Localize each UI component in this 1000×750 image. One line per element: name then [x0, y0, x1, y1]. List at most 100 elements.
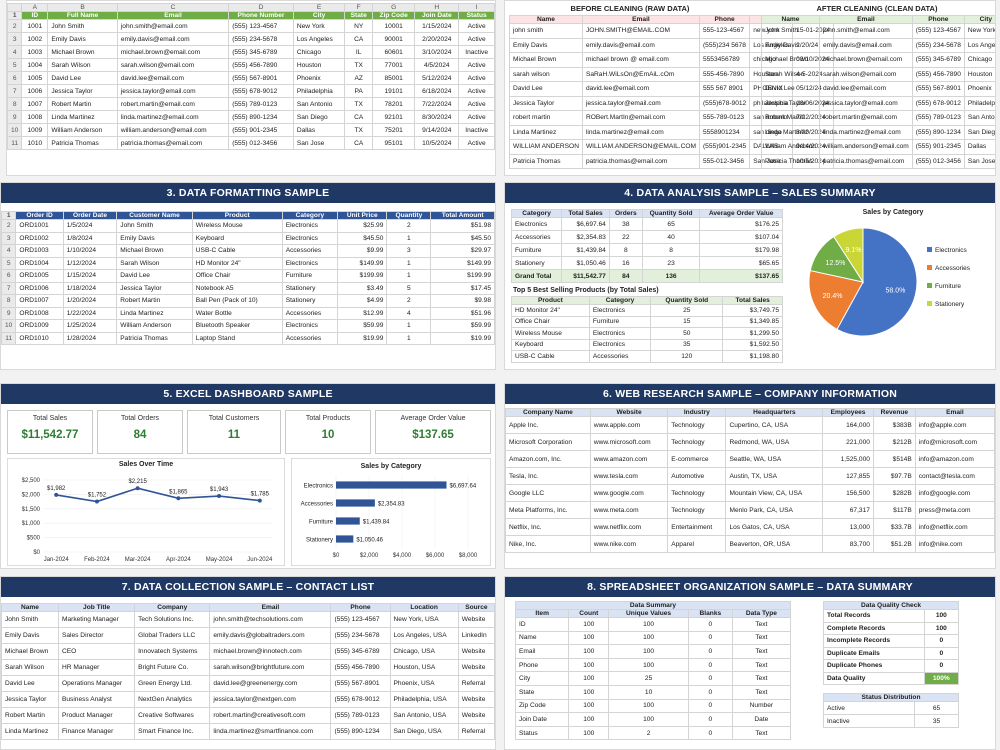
table-cell: Text [731, 644, 792, 659]
panel-data-formatting: 3. DATA FORMATTING SAMPLE 1 Order ID Order… [0, 182, 496, 370]
table-cell: (555) 789-0123 [228, 97, 294, 111]
table-cell: Name [514, 630, 570, 646]
y-tick-label: $2,500 [22, 478, 41, 484]
table-cell: Houston, USA [389, 659, 459, 676]
column-header: City [292, 11, 346, 20]
table-cell: 1 [386, 331, 432, 345]
table-cell: 0 [687, 712, 733, 727]
column-letter: I [458, 3, 495, 12]
table-cell: Technology [667, 484, 727, 502]
bar [336, 517, 360, 525]
table-row: 5 ORD1004 1/12/2024 Sarah Wilson HD Monitor … [1, 256, 495, 270]
table-cell: Apple Inc. [505, 416, 591, 434]
table-row: David Lee Operations Manager Green Energy … [1, 675, 495, 692]
table-cell: 0 [923, 659, 960, 673]
table-cell: $514B [872, 450, 916, 468]
table-cell: (555) 123-4567 [228, 19, 294, 33]
table-cell: contact@tesla.com [914, 467, 995, 485]
table-cell: 1/10/2024 [62, 244, 118, 258]
table-cell: Text [731, 725, 792, 741]
column-header: Revenue [872, 408, 916, 417]
table-cell: michael.brown@innotech.com [209, 643, 332, 660]
table-cell: John Smith [116, 219, 193, 233]
table-cell: Los Angeles [292, 32, 346, 46]
table-cell: 2 [386, 294, 432, 308]
table-cell: 25 [608, 671, 689, 686]
table-cell: Date [731, 712, 792, 727]
title-row: Status Distribution [823, 693, 959, 702]
table-cell: IL [344, 45, 374, 59]
column-header: Industry [667, 408, 727, 417]
table-cell: (555) 123-4567 [911, 23, 965, 39]
table-cell: Sales Director [57, 627, 136, 644]
table-cell: Sarah Wilson [116, 256, 193, 270]
table-row: 7 1006 Jessica Taylor jessica.taylor@email.… [7, 84, 495, 98]
column-header: Product [511, 296, 590, 305]
table-cell: Michael Brown [1, 643, 59, 660]
table-cell: Bluetooth Speaker [191, 319, 283, 333]
x-tick-label: $8,000 [459, 553, 478, 559]
table-cell: 555-456-7890 [698, 66, 751, 82]
table-row: Emily Davis emily.davis@email.com (555) 23… [761, 37, 995, 53]
data-label: $1,982 [47, 486, 66, 492]
column-header: Join Date [414, 11, 460, 20]
table-row: 8 1007 Robert Martin robert.martin@email.co… [7, 97, 495, 111]
table-cell: $3,749.75 [722, 304, 783, 317]
column-header: Phone Number [228, 11, 294, 20]
table-cell: HD Monitor 24" [191, 256, 283, 270]
column-header: Name [509, 15, 583, 24]
table-cell: Notebook A5 [191, 281, 283, 295]
table-cell: 1005 [21, 71, 49, 85]
table-cell: Furniture [588, 315, 652, 328]
header-row: Category Total Sales Orders Quantity Sold Av… [510, 209, 783, 218]
table-cell: Duplicate Emails [823, 646, 925, 660]
table-cell: Electronics [281, 319, 339, 333]
row-number-cell: 10 [7, 123, 23, 137]
table-cell: Accessories [281, 306, 339, 320]
table-cell: 83,700 [822, 535, 874, 553]
table-row: Linda Martinez Finance Manager Smart Finan… [1, 723, 495, 740]
table-cell: Linda Martinez [509, 124, 583, 140]
column-header: Category [510, 209, 563, 218]
table-cell: Stationery [281, 281, 339, 295]
table-row: 10 ORD1009 1/25/2024 William Anderson Blueto… [1, 319, 495, 333]
table-row: Robert Martin Product Manager Creative Sof… [1, 707, 495, 724]
row-number-cell: 8 [1, 294, 17, 308]
table-row: 9 1008 Linda Martinez linda.martinez@email.… [7, 110, 495, 124]
table-cell: Website [457, 659, 495, 676]
title-row: Data Quality Check [823, 601, 959, 610]
table-cell: linda.martinez@email.com [581, 124, 700, 140]
table-cell: Phone [514, 657, 570, 673]
kpi-label: Total Products [305, 415, 351, 422]
table-cell: (555) 789-0123 [911, 110, 965, 126]
kpi-label: Total Customers [208, 415, 260, 422]
x-tick-label: Feb-2024 [84, 557, 110, 563]
table-cell: sarah wilson [509, 66, 583, 82]
row-number-cell: 2 [1, 219, 17, 233]
table-cell: $29.97 [430, 244, 495, 258]
table-cell: Austin, TX, USA [725, 467, 824, 485]
y-tick-label: $500 [27, 536, 41, 542]
table-cell: www.tesla.com [589, 467, 669, 485]
table-cell: Number [731, 698, 792, 714]
column-header: Product [191, 211, 283, 220]
table-cell: robert.martin@email.com [818, 110, 913, 126]
table-cell: michael.brown@email.com [116, 45, 230, 59]
table-cell: emily.davis@email.com [818, 37, 913, 53]
column-header: Customer Name [116, 211, 193, 220]
table-cell: San Antonio [963, 110, 995, 126]
table-row: Furniture $1,439.84 8 8 $179.98 [510, 243, 783, 257]
table-cell: San Antonio, USA [389, 707, 459, 724]
table-cell: 5/12/2024 [414, 71, 460, 85]
table-cell: $59.99 [337, 319, 388, 333]
table-row: Meta Platforms, Inc. www.meta.com Technolo… [505, 501, 995, 519]
table-row: Robert Martin robert.martin@email.com (555… [761, 110, 995, 126]
title-row: Data Summary [515, 601, 791, 610]
column-header: ID [21, 11, 49, 20]
table-cell: jessica.taylor@email.com [116, 84, 230, 98]
table-row: Keyboard Electronics 35 $1,592.50 [511, 338, 783, 351]
table-cell: robert.martin@email.com [116, 97, 230, 111]
table-cell: 100 [568, 725, 610, 741]
table-cell: Inactive [458, 45, 495, 59]
bar-chart: Sales by Category $0 $2,000 $4,000 $6,000 $8… [291, 458, 491, 566]
